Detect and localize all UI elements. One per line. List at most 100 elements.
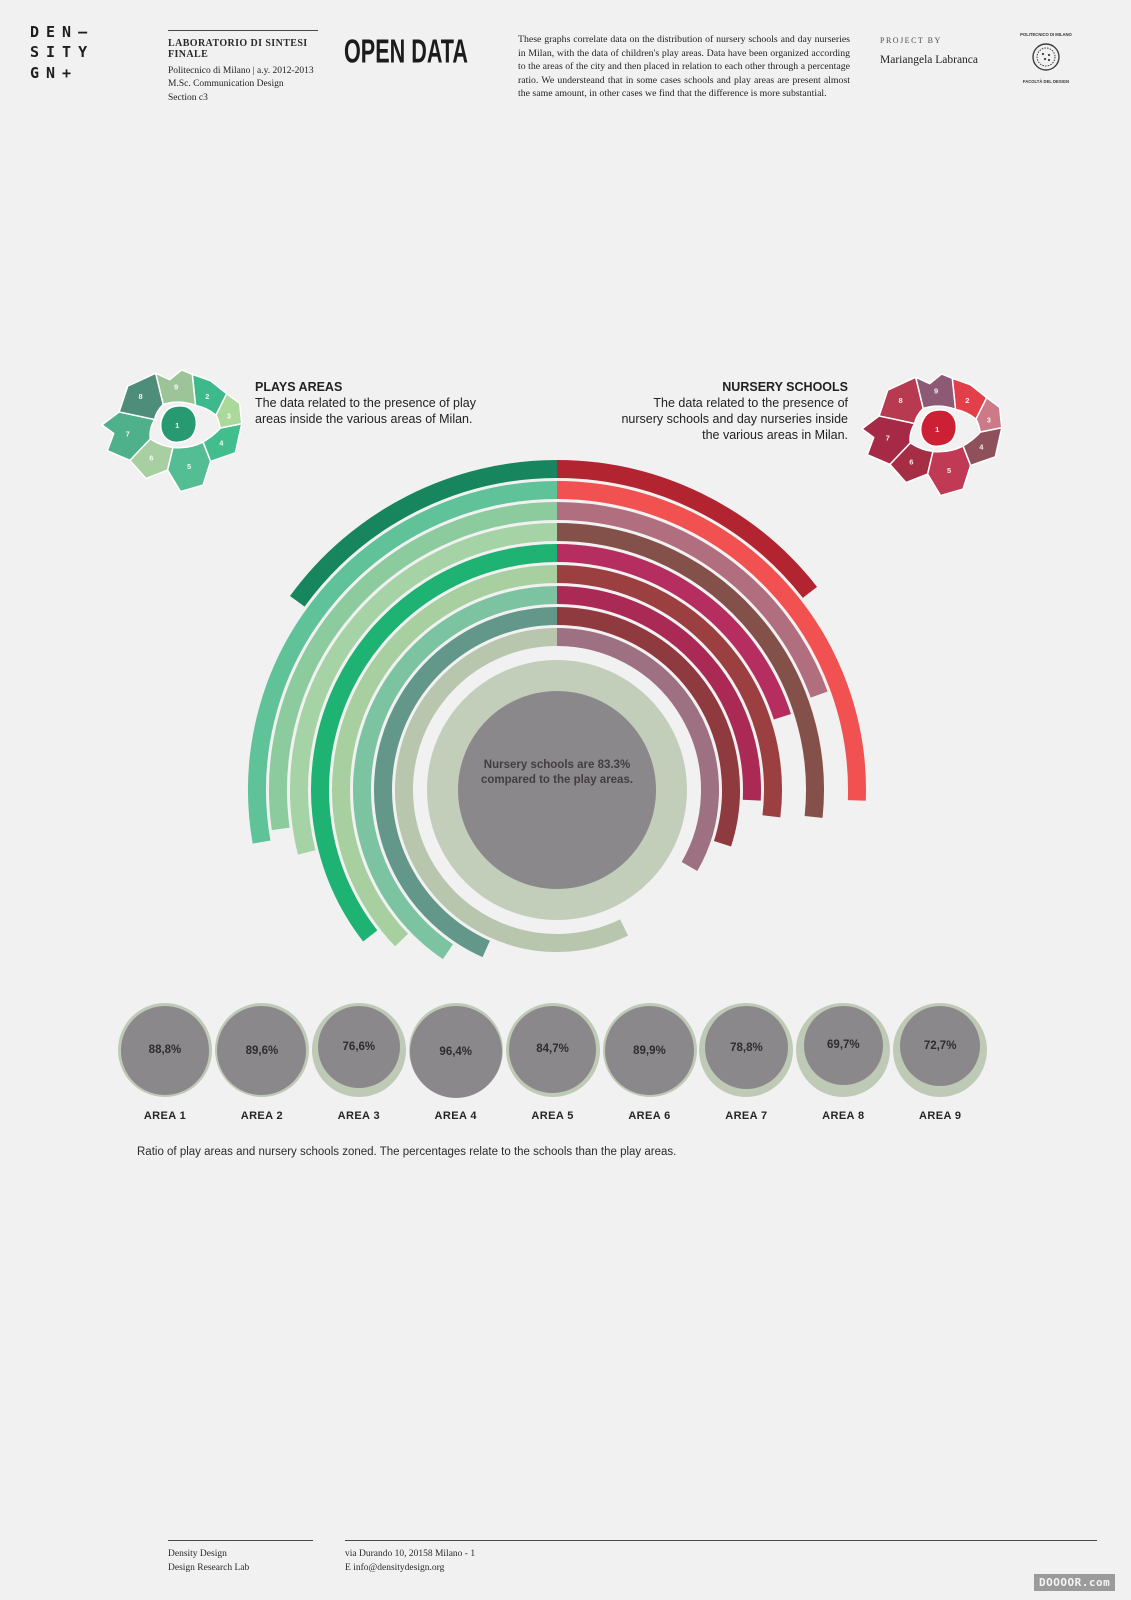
area-ratio-item-1: 88,8% AREA 1 [117,1003,213,1122]
watermark: DOOOOR.com [1034,1574,1116,1591]
page-title: OPEN DATA [344,34,469,71]
area-ratio-value: 96,4% [439,1046,473,1059]
footer-email: E info@densitydesign.org [345,1563,445,1574]
radial-comparison-chart [107,440,1007,1010]
area-ratio-item-9: 72,7% AREA 9 [892,1003,988,1122]
area-ratio-circle-9: 72,7% [893,1003,988,1097]
seal-circle [1032,43,1060,71]
area-label: AREA 9 [919,1110,962,1122]
nursery-schools-arc-ring-8 [556,607,740,847]
nursery-schools-arc-ring-6 [556,565,782,818]
play-areas-map-district-number-9: 9 [174,382,178,391]
nursery-schools-map-district-number-9: 9 [934,386,938,395]
area-ratio-value: 89,6% [245,1044,279,1057]
area-label: AREA 2 [240,1110,284,1122]
nursery-schools-map-district-number-8: 8 [899,396,903,405]
area-ratio-circle-5: 84,7% [505,1003,600,1097]
play-areas-arc-ring-8 [374,607,558,958]
nursery-schools-map-district-1 [919,409,958,448]
play-areas-map-svg: 1 2 3 4 5 6 7 8 9 [101,369,243,493]
area-ratio-value: 76,6% [342,1041,376,1054]
area-label: AREA 6 [628,1110,671,1122]
footer-address: via Durando 10, 20158 Milano - 1 [345,1549,476,1559]
area-ratio-value: 69,7% [827,1039,860,1052]
politecnico-seal-icon: POLITECNICO DI MILANO FACOLTÀ DEL DESIGN [1020,32,1072,84]
play-areas-map-district-number-1: 1 [175,421,179,430]
nursery-schools-inner-circle: 72,7% [900,1006,981,1087]
logo-line-2: SITY [30,43,95,62]
play-areas-legend: PLAYS AREAS The data related to the pres… [255,379,487,427]
play-areas-map-district-number-6: 6 [149,453,153,462]
area-ratio-circle-6: 89,9% [602,1003,697,1097]
seal-dot [1041,52,1045,56]
nursery-schools-legend-text: The data related to the presence of nurs… [621,396,848,442]
nursery-schools-map-district-number-5: 5 [947,466,951,475]
lab-line-2: M.Sc. Communication Design [168,79,284,90]
area-ratio-item-7: 78,8% AREA 7 [698,1003,794,1122]
play-areas-arc-ring-7 [353,586,558,960]
nursery-schools-arc-ring-4 [556,523,824,818]
area-label: AREA 7 [725,1110,768,1122]
play-areas-arc-ring-2 [248,481,558,844]
area-ratio-circle-7: 78,8% [699,1003,794,1097]
nursery-schools-map-district-2 [951,377,988,420]
area-label: AREA 5 [531,1110,574,1122]
footer-right: via Durando 10, 20158 Milano - 1 E info@… [345,1540,1097,1576]
logo-line-3: GN+ [30,63,79,82]
nursery-schools-map-svg: 1 2 3 4 5 6 7 8 9 [861,373,1003,497]
nursery-schools-arc-ring-5 [556,544,791,720]
area-ratio-item-8: 69,7% AREA 8 [795,1003,891,1122]
nursery-schools-legend: NURSERY SCHOOLS The data related to the … [616,379,848,443]
area-ratio-circle-4: 96,4% [408,1003,503,1099]
play-areas-arc-ring-3 [269,502,558,831]
play-areas-map-district-8 [118,372,164,421]
play-areas-map-district-number-2: 2 [205,392,209,401]
footer-lab: Design Research Lab [168,1563,250,1574]
area-ratio-value: 89,9% [633,1044,666,1057]
chart-caption: Ratio of play areas and nursery schools … [137,1146,677,1158]
chart-center-note: Nursery schools are 83.3% compared to th… [480,759,634,787]
area-ratio-circles-row: 88,8% AREA 1 89,6% AREA 2 76,6% AREA 3 96,4% AR… [0,1003,1131,1153]
play-areas-map-district-number-7: 7 [126,430,130,439]
area-ratio-value: 72,7% [923,1040,957,1053]
seal-dot [1043,57,1047,61]
play-areas-arc-ring-5 [311,544,558,942]
nursery-schools-map-district-3 [975,396,1003,433]
area-label: AREA 8 [822,1110,865,1122]
nursery-schools-inner-circle: 89,9% [604,1006,694,1096]
play-areas-arc-ring-9 [395,628,629,952]
nursery-schools-map-district-number-7: 7 [886,434,890,443]
logo-line-1: DEN– [30,23,95,41]
nursery-schools-inner-circle: 76,6% [317,1006,400,1089]
center-gray-circle [458,691,656,889]
footer-org: Density Design [168,1549,227,1559]
play-areas-map-district-4 [202,423,243,463]
lab-line-3: Section c3 [168,92,208,103]
project-author: Mariangela Labranca [880,54,979,66]
play-areas-map-district-7 [101,411,156,462]
nursery-schools-map-district-5 [926,445,972,497]
play-areas-arc-ring-6 [332,565,558,947]
footer-left: Density Design Design Research Lab [168,1540,313,1576]
nursery-schools-map-district-4 [962,427,1003,467]
nursery-schools-map-district-8 [878,376,924,425]
area-ratio-circle-1: 88,8% [118,1003,212,1097]
milan-map-nursery-schools: 1 2 3 4 5 6 7 8 9 [858,360,1010,502]
nursery-schools-map-district-number-3: 3 [987,415,991,424]
play-areas-map-district-number-4: 4 [219,438,224,447]
project-by-block: PROJECT BY Mariangela Labranca [880,36,978,66]
nursery-schools-map-district-number-2: 2 [965,396,969,405]
play-areas-map-district-2 [191,373,228,416]
seal-dot [1047,53,1051,57]
nursery-schools-map-district-number-1: 1 [935,425,939,434]
area-ratio-value: 78,8% [730,1041,763,1054]
nursery-schools-arc-ring-9 [556,628,719,871]
area-label: AREA 1 [143,1110,187,1122]
radial-chart-svg [248,460,866,960]
lab-title: LABORATORIO DI SINTESI FINALE [168,38,308,60]
nursery-schools-arc-ring-7 [556,586,761,801]
nursery-schools-inner-circle: 78,8% [704,1006,789,1090]
area-ratio-circle-3: 76,6% [311,1003,406,1097]
play-areas-legend-text: The data related to the presence of play… [255,396,476,426]
area-ratio-value: 88,8% [148,1044,182,1057]
